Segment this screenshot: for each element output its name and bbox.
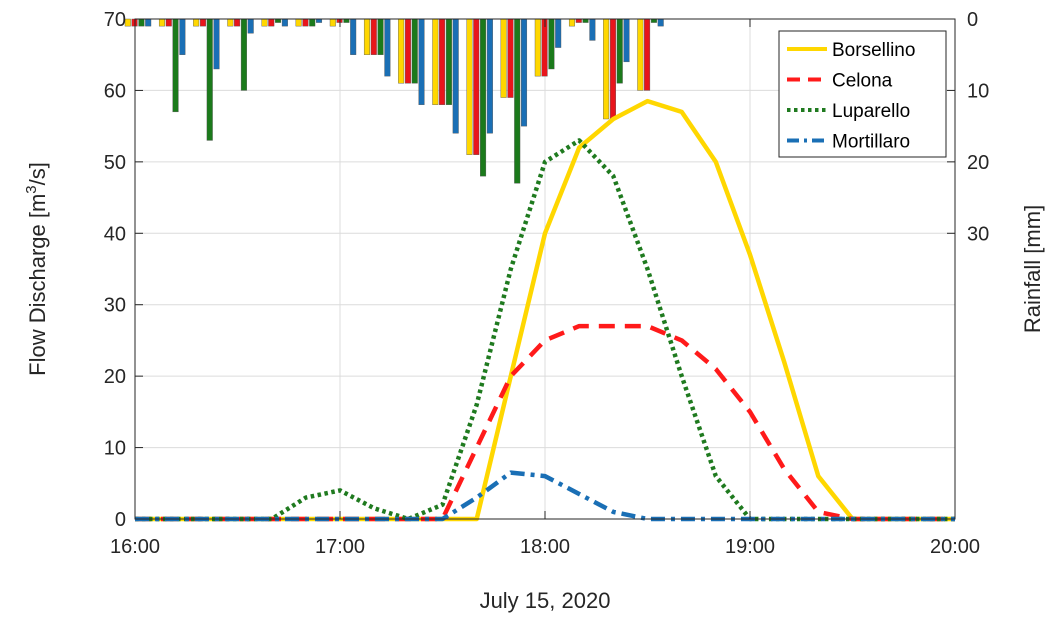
rainfall-bar-borsellino [398, 18, 405, 84]
rainfall-bar-celona [575, 18, 582, 23]
rainfall-bar-celona [404, 18, 411, 84]
rainfall-bar-luparello [480, 18, 487, 177]
y-left-tick-label: 10 [104, 438, 126, 460]
rainfall-bar-borsellino [432, 18, 439, 105]
rainfall-bar-mortillaro [418, 18, 425, 105]
rainfall-bar-celona [268, 18, 275, 27]
rainfall-bar-luparello [172, 18, 179, 113]
y-left-tick-label: 50 [104, 152, 126, 174]
rainfall-bar-luparello [138, 18, 145, 27]
y-axis-right-ticks: 0 10 20 30 [947, 9, 989, 245]
rainfall-bar-luparello [309, 18, 316, 27]
rainfall-bar-celona [507, 18, 514, 98]
x-tick-label: 18:00 [520, 536, 570, 558]
rainfall-bar-borsellino [568, 18, 575, 27]
rainfall-bar-mortillaro [145, 18, 152, 27]
rainfall-bar-celona [541, 18, 548, 77]
rainfall-bar-celona [302, 18, 309, 27]
y-left-tick-label: 60 [104, 80, 126, 102]
rainfall-bar-borsellino [603, 18, 610, 120]
rainfall-bar-luparello [206, 18, 213, 141]
x-tick-label: 17:00 [315, 536, 365, 558]
rainfall-bar-mortillaro [316, 18, 323, 23]
y-axis-left-label-sup: 3 [23, 185, 40, 193]
x-tick-label: 20:00 [930, 536, 980, 558]
y-right-tick-label: 0 [967, 9, 978, 31]
rainfall-bar-luparello [275, 18, 282, 23]
rainfall-bar-borsellino [500, 18, 507, 98]
rainfall-bar-mortillaro [657, 18, 664, 27]
rainfall-bar-luparello [445, 18, 452, 105]
rainfall-bar-borsellino [193, 18, 200, 27]
legend-box [778, 30, 947, 158]
y-left-tick-label: 30 [104, 295, 126, 317]
y-right-tick-label: 30 [967, 223, 989, 245]
rainfall-bar-borsellino [261, 18, 268, 27]
rainfall-bar-mortillaro [281, 18, 288, 27]
rainfall-bar-mortillaro [555, 18, 562, 48]
rainfall-bar-borsellino [158, 18, 165, 27]
rainfall-bar-luparello [582, 18, 589, 23]
rainfall-bar-borsellino [534, 18, 541, 77]
rainfall-bar-borsellino [363, 18, 370, 55]
series-line-mortillaro [135, 470, 955, 522]
y-axis-right-label: Rainfall [mm] [1020, 205, 1045, 333]
rainfall-bar-luparello [650, 18, 657, 23]
rainfall-bar-celona [439, 18, 446, 105]
rainfall-bar-celona [199, 18, 206, 27]
y-axis-left-label-main: Flow Discharge [m [25, 194, 50, 376]
rainfall-bar-mortillaro [179, 18, 186, 55]
y-right-tick-label: 10 [967, 80, 989, 102]
x-tick-label: 19:00 [725, 536, 775, 558]
y-right-tick-label: 20 [967, 152, 989, 174]
rainfall-bar-luparello [548, 18, 555, 70]
x-tick-label: 16:00 [110, 536, 160, 558]
rainfall-bar-borsellino [637, 18, 644, 91]
rainfall-bar-borsellino [295, 18, 302, 27]
rainfall-bar-luparello [616, 18, 623, 84]
legend-label-borsellino: Borsellino [832, 40, 915, 61]
rainfall-bar-celona [234, 18, 241, 27]
x-axis-ticks: 16:00 17:00 18:00 19:00 20:00 [110, 19, 980, 558]
rainfall-bar-luparello [514, 18, 521, 184]
rainfall-bar-celona [473, 18, 480, 155]
rainfall-bar-mortillaro [486, 18, 493, 134]
legend: Borsellino Celona Luparello Mortillaro [778, 30, 947, 158]
y-left-tick-label: 20 [104, 366, 126, 388]
legend-label-mortillaro: Mortillaro [832, 132, 910, 153]
rainfall-bar-mortillaro [213, 18, 220, 70]
rainfall-bar-celona [165, 18, 172, 27]
rainfall-bar-luparello [343, 18, 350, 23]
rainfall-bar-luparello [240, 18, 247, 91]
rainfall-bar-borsellino [466, 18, 473, 155]
y-left-tick-label: 70 [104, 9, 126, 31]
x-axis-label: July 15, 2020 [480, 588, 611, 613]
y-axis-left-label-tail: /s] [25, 162, 50, 185]
y-axis-left-label: Flow Discharge [m3/s] [23, 162, 50, 376]
rainfall-bar-mortillaro [247, 18, 254, 34]
y-left-tick-label: 40 [104, 223, 126, 245]
rainfall-bar-borsellino [124, 18, 131, 27]
rainfall-bar-mortillaro [623, 18, 630, 63]
y-axis-left-ticks: 0 10 20 30 40 50 60 70 [104, 9, 143, 531]
rainfall-bar-celona [644, 18, 651, 91]
y-left-tick-label: 0 [115, 509, 126, 531]
rainfall-bars [124, 18, 664, 184]
rainfall-bar-mortillaro [521, 18, 528, 127]
rainfall-bar-borsellino [227, 18, 234, 27]
rainfall-bar-luparello [411, 18, 418, 84]
legend-label-celona: Celona [832, 71, 893, 92]
rainfall-bar-celona [370, 18, 377, 55]
rainfall-bar-mortillaro [452, 18, 459, 134]
rainfall-bar-mortillaro [350, 18, 357, 55]
rainfall-bar-celona [609, 18, 616, 120]
legend-label-luparello: Luparello [832, 101, 910, 122]
rainfall-bar-luparello [377, 18, 384, 55]
rainfall-bar-borsellino [329, 18, 336, 27]
rainfall-bar-mortillaro [589, 18, 596, 41]
rainfall-bar-mortillaro [384, 18, 391, 77]
